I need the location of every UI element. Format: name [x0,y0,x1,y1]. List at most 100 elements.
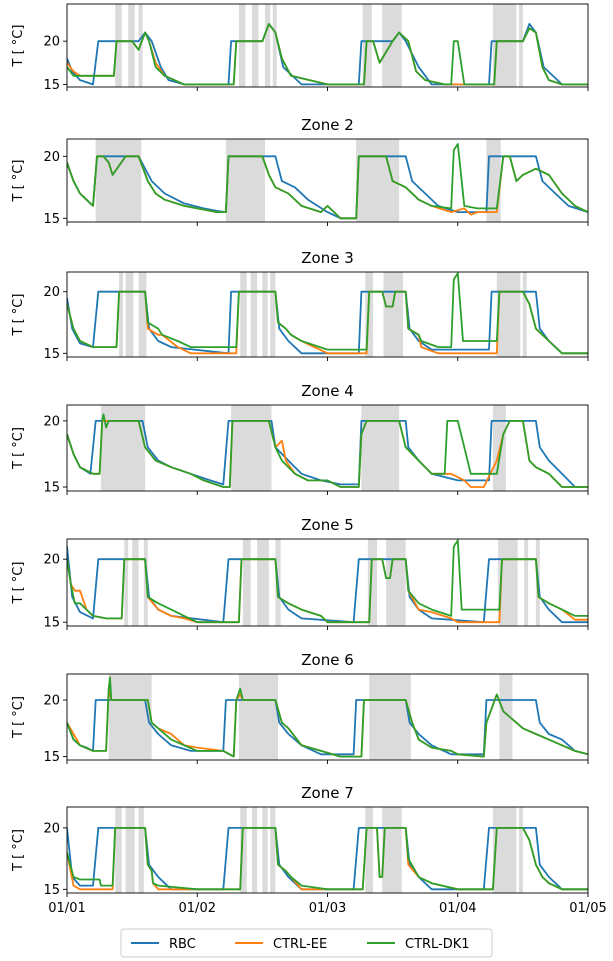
y-axis-label: T [ °C] [11,294,26,337]
occupancy-band [251,807,258,893]
occupancy-band [498,539,518,626]
panel-6: Zone 6 15 20 T [ °C] [11,651,589,765]
occupancy-band [95,139,142,222]
panel-7: Zone 7 15 20 01/01 01/02 01/03 01/04 01/05 T [ °… [11,784,607,916]
occupancy-band [367,539,377,626]
occupancy-band [365,272,374,357]
panel-3: Zone 3 15 20 T [ °C] [11,249,589,362]
occupancy-band [382,4,402,87]
occupancy-band [143,539,148,626]
occupancy-band [369,674,411,760]
occupancy-band [264,4,271,87]
occupancy-band [124,539,129,626]
y-tick-label: 15 [43,883,60,898]
x-tick-label: 01/03 [309,901,346,916]
occupancy-band [272,4,277,87]
occupancy-band [119,272,124,357]
occupancy-band [262,272,268,357]
panel-5: Zone 5 15 20 T [ °C] [11,516,589,631]
occupancy-band [225,139,265,222]
occupancy-band [238,674,279,760]
y-tick-label: 15 [43,616,60,631]
y-tick-label: 15 [43,78,60,93]
occupancy-band [231,405,272,491]
occupancy-band [250,272,258,357]
occupancy-band [240,807,247,893]
series-line-ctrl-dk1 [67,827,588,891]
occupancy-band [115,807,122,893]
occupancy-band [132,539,139,626]
y-axis-label: T [ °C] [11,427,26,470]
series-line-ctrl-dk1 [67,143,588,220]
panel-title: Zone 4 [301,382,354,400]
y-tick-label: 20 [43,694,60,709]
y-axis-label: T [ °C] [11,696,26,739]
occupancy-band [100,405,146,491]
y-axis-label: T [ °C] [11,562,26,605]
series-line-ctrl-dk1 [67,272,588,355]
occupancy-band [365,807,374,893]
series-line-ctrl-dk1 [67,23,588,86]
occupancy-band [518,4,523,87]
occupancy-band [262,807,268,893]
y-tick-label: 20 [43,35,60,50]
occupancy-band [138,807,144,893]
occupancy-band [125,807,135,893]
occupancy-band [138,272,147,357]
occupancy-band [238,4,246,87]
panel-4: Zone 4 15 20 T [ °C] [11,382,589,496]
occupancy-band [108,674,152,760]
occupancy-band [383,272,404,357]
occupancy-band [128,4,135,87]
axes-frame [66,138,589,223]
occupancy-band [361,405,400,491]
y-tick-label: 15 [43,347,60,362]
y-tick-label: 20 [43,553,60,568]
occupancy-band [492,807,517,893]
x-tick-label: 01/04 [439,901,476,916]
panel-title: Zone 3 [301,249,354,267]
x-tick-label: 01/02 [179,901,216,916]
occupancy-band [251,4,259,87]
legend-label: CTRL-DK1 [405,937,470,952]
y-tick-label: 15 [43,212,60,227]
occupancy-band [270,807,276,893]
occupancy-band [242,539,251,626]
panel-title: Zone 2 [301,116,354,134]
series-line-rbc [67,155,588,220]
series-line-ctrl-dk1 [67,676,588,758]
x-tick-label: 01/01 [48,901,85,916]
legend-box [120,928,493,958]
occupancy-band [524,539,529,626]
legend-label: CTRL-EE [273,937,327,952]
occupancy-band [499,674,513,760]
series-line-ctrl-dk1 [67,413,588,488]
occupancy-band [125,272,134,357]
occupancy-band [240,272,247,357]
y-tick-label: 15 [43,481,60,496]
occupancy-band [270,272,276,357]
legend-label: RBC [169,937,196,952]
y-tick-label: 20 [43,285,60,300]
occupancy-band [496,272,521,357]
legend: RBC CTRL-EE CTRL-DK1 [120,928,493,958]
y-axis-label: T [ °C] [11,25,26,68]
y-tick-label: 20 [43,821,60,836]
panel-1: 15 20 T [ °C] [11,3,589,93]
y-tick-label: 15 [43,750,60,765]
y-axis-label: T [ °C] [11,829,26,872]
panel-title: Zone 5 [301,516,354,534]
occupancy-band [257,539,269,626]
x-tick-label: 01/05 [569,901,606,916]
y-tick-label: 20 [43,150,60,165]
y-axis-label: T [ °C] [11,160,26,203]
series-line-ctrl-ee [67,155,588,220]
occupancy-band [492,4,517,87]
panel-title: Zone 7 [301,784,354,802]
occupancy-band [386,539,406,626]
occupancy-band [115,4,122,87]
panel-2: Zone 2 15 20 T [ °C] [11,116,589,227]
y-tick-label: 20 [43,414,60,429]
occupancy-band [518,807,523,893]
